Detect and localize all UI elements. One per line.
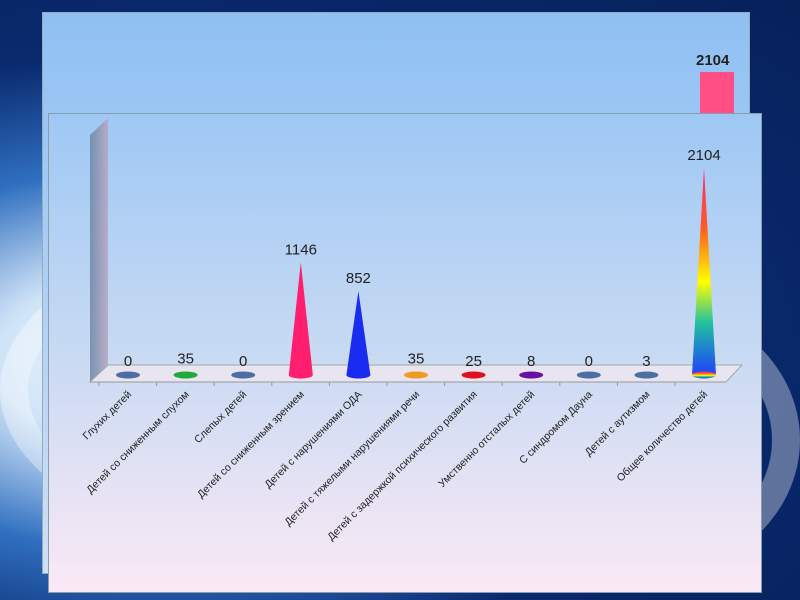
data-label: 35 [408, 351, 425, 368]
cone-base [519, 371, 544, 379]
category-label: Умственно отсталых детей [436, 389, 537, 490]
cone-base [634, 371, 659, 379]
chart-panel [48, 113, 762, 593]
category-label: Детей со сниженным зрением [195, 389, 307, 501]
data-label: 0 [239, 353, 247, 370]
data-label: 3 [642, 353, 650, 370]
category-label: Глухих детей [81, 389, 135, 443]
cone-base [173, 371, 198, 379]
data-label: 25 [465, 353, 482, 370]
cone-bar [288, 262, 313, 375]
category-label: Детей со сниженным слухом [84, 389, 191, 496]
cone-base [461, 371, 486, 379]
cone-base [231, 371, 256, 379]
data-label: 852 [346, 270, 371, 287]
cone-base [346, 371, 371, 379]
cone-base [576, 371, 601, 379]
data-label: 35 [177, 351, 194, 368]
category-label: Слепых детей [192, 389, 249, 446]
cone-bar [692, 168, 716, 375]
cone-base [692, 371, 716, 379]
cone-base [404, 371, 428, 379]
data-label: 2104 [687, 147, 720, 164]
back-wall [90, 118, 108, 382]
cone-bar [346, 291, 371, 375]
data-label: 0 [585, 353, 593, 370]
cone-base [116, 371, 140, 379]
data-label: 0 [124, 353, 132, 370]
data-label: 8 [527, 353, 535, 370]
background-value-label: 2104 [696, 52, 730, 69]
chart-marks: 0 Глухих детей 35 Детей со сниженным слухом… [81, 147, 721, 543]
category-label: Детей с нарушениями ОДА [262, 389, 364, 491]
data-label: 1146 [285, 241, 317, 258]
cone-base [288, 371, 313, 379]
